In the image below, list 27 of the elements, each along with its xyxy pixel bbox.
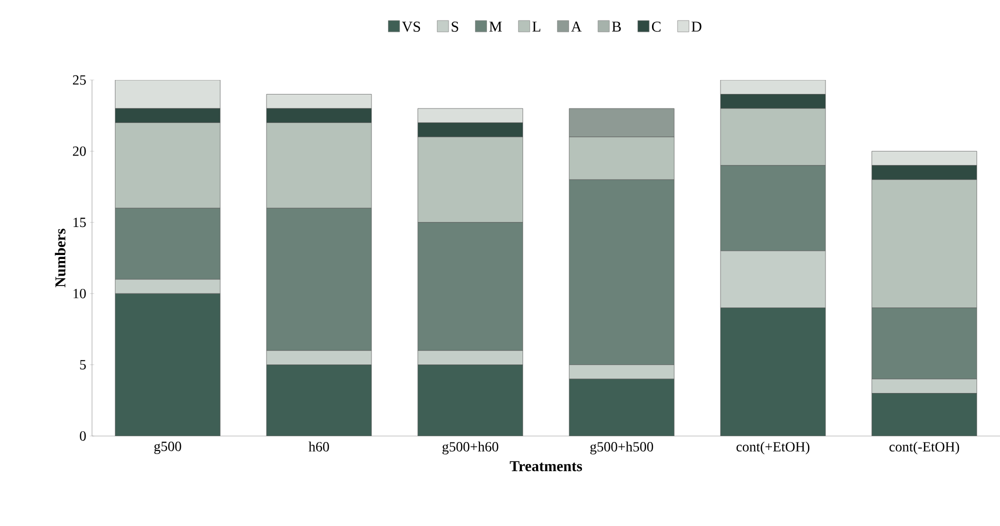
x-tick-label: g500: [154, 442, 182, 454]
y-tick-label: 15: [74, 218, 86, 228]
bar: [872, 150, 978, 166]
x-axis-title: Treatments: [510, 461, 582, 472]
y-tick-label: 10: [74, 288, 86, 298]
legend-label: D: [692, 22, 702, 32]
y-tick-label: 5: [80, 360, 86, 370]
legend-label: B: [612, 22, 621, 32]
legend-label: VS: [402, 22, 420, 32]
bar: [114, 80, 220, 109]
legend-label: A: [571, 22, 582, 32]
y-tick-label: 20: [72, 146, 86, 156]
x-tick-label: g500+h60: [442, 442, 498, 454]
bar: [418, 108, 524, 123]
y-axis-title: Numbers: [54, 228, 66, 288]
bar: [720, 80, 826, 94]
legend-label: L: [532, 22, 540, 32]
legend-label: M: [489, 22, 502, 32]
x-tick-label: cont(+EtOH): [736, 442, 810, 454]
x-tick-label: g500+h500: [590, 442, 654, 454]
legend-label: C: [652, 22, 661, 32]
bar: [266, 94, 372, 109]
y-tick-label: 25: [72, 75, 86, 85]
legend-label: S: [452, 22, 458, 32]
x-tick-label: h60: [308, 442, 329, 452]
y-tick-label: 0: [80, 431, 86, 441]
x-tick-label: cont(-EtOH): [889, 442, 960, 454]
